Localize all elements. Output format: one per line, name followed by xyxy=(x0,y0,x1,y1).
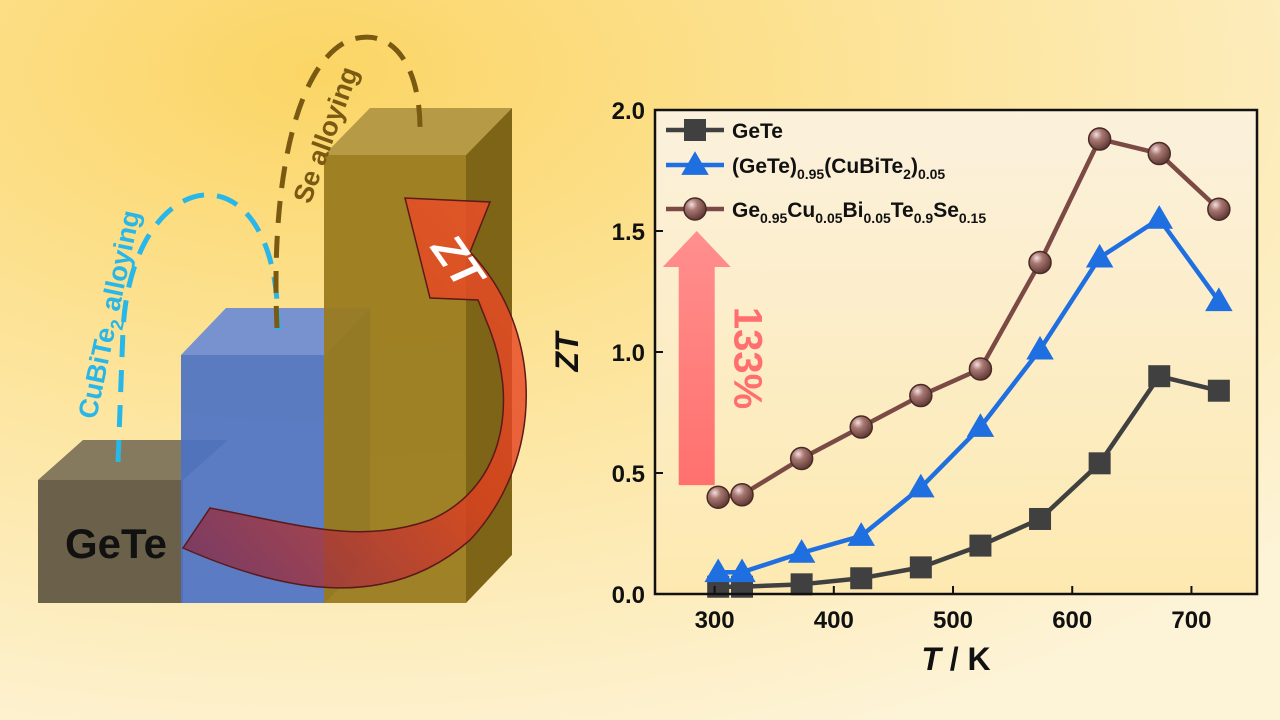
cubite2-point xyxy=(1205,287,1233,312)
gete-point xyxy=(684,119,706,141)
se-point xyxy=(849,415,873,439)
se-series xyxy=(706,127,1231,509)
se-point xyxy=(909,383,933,408)
se-point xyxy=(706,485,730,509)
increase-arrow xyxy=(662,231,731,486)
gete-point xyxy=(1207,379,1230,402)
gete-point xyxy=(850,567,873,590)
cubite2-point xyxy=(681,151,709,175)
x-tick-label: 600 xyxy=(1052,607,1092,634)
y-tick-label: 0.0 xyxy=(612,582,645,609)
cubite2-point xyxy=(728,558,756,583)
se-dashed-arc xyxy=(273,34,423,329)
se-point xyxy=(789,446,814,471)
gete-point xyxy=(1088,452,1111,475)
cubite2-point xyxy=(787,539,816,563)
alloying-illustration: GeTe CuBiTe2 alloying Se alloying ZT xyxy=(38,34,527,603)
increase-annotation: 133% xyxy=(662,231,770,486)
increase-percent-label: 133% xyxy=(726,307,770,409)
cubite2-point xyxy=(907,473,935,498)
gete-bar-top xyxy=(38,440,228,480)
se-bar-top xyxy=(324,108,512,155)
x-tick-label: 300 xyxy=(695,607,735,634)
zt-curved-arrow xyxy=(181,197,527,589)
cubite2-series xyxy=(704,205,1233,583)
legend-label: (GeTe)0.95(CuBiTe2)0.05 xyxy=(732,155,945,182)
cubite2-point xyxy=(1085,243,1114,268)
cubite2-dashed-arc xyxy=(115,192,281,463)
y-tick-label: 1.0 xyxy=(612,340,645,367)
cubite2-point xyxy=(966,413,995,437)
x-tick-label: 500 xyxy=(933,607,973,634)
zt-chart: 133% 300 400 500 600 700 0.0 0.5 1.0 1.5 2.0 GeTe… xyxy=(549,98,1259,677)
gete-point xyxy=(1148,365,1171,388)
series-layer xyxy=(704,127,1233,598)
se-point xyxy=(1087,127,1112,151)
se-point xyxy=(1028,250,1052,275)
y-tick-label: 2.0 xyxy=(612,98,645,125)
x-tick-label: 700 xyxy=(1171,607,1211,634)
se-point xyxy=(683,197,707,221)
y-tick-label: 0.5 xyxy=(612,461,645,488)
se-point xyxy=(1207,197,1231,221)
cubite2-bar-top xyxy=(181,308,370,355)
cubite2-point xyxy=(847,522,875,546)
cubite2-point xyxy=(1026,335,1054,360)
axis-ticks: 300 400 500 600 700 0.0 0.5 1.0 1.5 2.0 xyxy=(612,98,1212,634)
se-point xyxy=(730,483,754,507)
legend-label: Ge0.95Cu0.05Bi0.05Te0.9Se0.15 xyxy=(732,199,986,226)
series-line xyxy=(718,373,1220,589)
gete-bar xyxy=(38,480,183,603)
gete-point xyxy=(969,534,992,557)
gete-point xyxy=(790,573,813,596)
y-axis-title: ZT xyxy=(549,330,585,373)
plot-area xyxy=(655,110,1257,594)
gete-point xyxy=(909,556,932,579)
series-line xyxy=(717,136,1221,500)
gete-bar-label: GeTe xyxy=(65,520,167,567)
cubite2-point xyxy=(1145,205,1173,229)
x-axis-title: T / K xyxy=(921,641,990,677)
cubite2-point xyxy=(704,558,732,583)
legend-label: GeTe xyxy=(732,120,783,143)
x-tick-label: 400 xyxy=(814,607,854,634)
series-line xyxy=(718,216,1221,575)
se-point xyxy=(1147,141,1171,166)
gete-point xyxy=(1029,507,1052,530)
se-point xyxy=(968,357,993,381)
y-tick-label: 1.5 xyxy=(612,219,645,246)
legend: GeTe (GeTe)0.95(CuBiTe2)0.05 Ge0.95Cu0.05B… xyxy=(666,119,986,226)
